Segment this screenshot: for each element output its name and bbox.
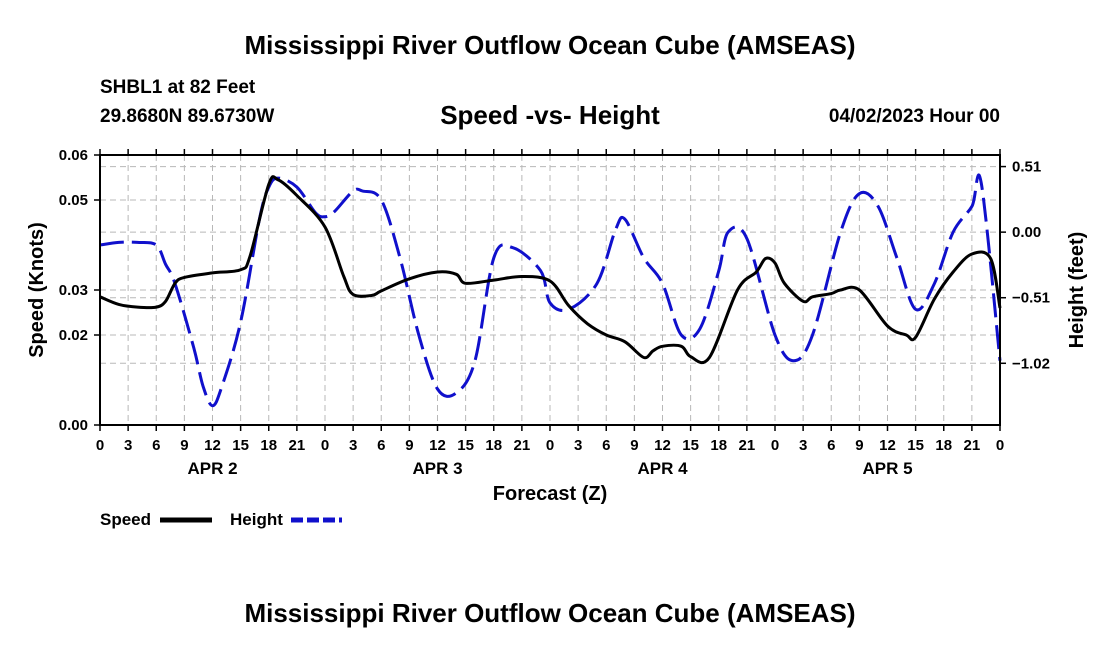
y-tick-label: 0.02	[59, 327, 88, 344]
x-tick-label: 18	[710, 437, 727, 454]
series-line-height	[99, 173, 1002, 408]
series-line-speed	[99, 175, 1002, 365]
x-tick-label: 0	[321, 437, 329, 454]
y2-tick-label: −0.51	[1012, 290, 1050, 307]
station-coordinates: 29.8680N 89.6730W	[100, 106, 275, 127]
x-tick-label: 6	[377, 437, 385, 454]
series-layer	[99, 173, 1002, 408]
x-tick-label: 21	[739, 437, 756, 454]
x-tick-label: 3	[349, 437, 357, 454]
x-day-label: APR 5	[862, 459, 912, 478]
x-tick-label: 12	[429, 437, 446, 454]
x-tick-label: 3	[799, 437, 807, 454]
x-tick-label: 0	[996, 437, 1004, 454]
y2-tick-label: −1.02	[1012, 355, 1050, 372]
y-tick-label: 0.03	[59, 282, 88, 299]
y-axis-label: Speed (Knots)	[26, 222, 48, 358]
x-day-label: APR 4	[637, 459, 688, 478]
chart-subtitle: Speed -vs- Height	[440, 100, 660, 130]
legend-speed-label: Speed	[100, 510, 151, 529]
x-tick-label: 12	[654, 437, 671, 454]
y2-tick-label: 0.51	[1012, 159, 1041, 176]
x-tick-label: 15	[232, 437, 249, 454]
x-tick-label: 15	[907, 437, 924, 454]
forecast-date: 04/02/2023 Hour 00	[828, 106, 1000, 127]
x-tick-label: 6	[602, 437, 610, 454]
x-tick-label: 21	[289, 437, 306, 454]
tick-layer: 0 3 6 9 12 15 18 21 0 3 6 9 12 15 18 21 0 3 6 9 12 15 18 21 0 3 6 9…	[59, 147, 1050, 478]
x-tick-label: 21	[964, 437, 981, 454]
y-tick-label: 0.05	[59, 192, 88, 209]
x-tick-label: 6	[152, 437, 160, 454]
x-tick-label: 0	[546, 437, 554, 454]
x-tick-label: 12	[879, 437, 896, 454]
y-tick-label: 0.00	[59, 417, 88, 434]
x-axis-label: Forecast (Z)	[493, 483, 607, 505]
x-tick-label: 18	[485, 437, 502, 454]
y2-tick-label: 0.00	[1012, 224, 1041, 241]
x-day-label: APR 3	[412, 459, 462, 478]
x-tick-label: 9	[630, 437, 638, 454]
x-tick-label: 15	[457, 437, 474, 454]
chart-main-title: Mississippi River Outflow Ocean Cube (AM…	[244, 30, 856, 60]
y2-axis-label: Height (feet)	[1066, 232, 1088, 349]
x-tick-label: 9	[405, 437, 413, 454]
bottom-title: Mississippi River Outflow Ocean Cube (AM…	[244, 598, 856, 628]
x-tick-label: 0	[771, 437, 779, 454]
x-tick-label: 21	[514, 437, 531, 454]
x-tick-label: 3	[124, 437, 132, 454]
x-tick-label: 0	[96, 437, 104, 454]
station-label: SHBL1 at 82 Feet	[100, 77, 256, 98]
grid-layer	[100, 155, 1000, 425]
x-tick-label: 18	[935, 437, 952, 454]
x-tick-label: 18	[260, 437, 277, 454]
x-tick-label: 6	[827, 437, 835, 454]
x-tick-label: 12	[204, 437, 221, 454]
x-day-label: APR 2	[187, 459, 237, 478]
x-tick-label: 9	[855, 437, 863, 454]
y-tick-label: 0.06	[59, 147, 88, 164]
x-tick-label: 3	[574, 437, 582, 454]
x-tick-label: 9	[180, 437, 188, 454]
legend: Speed Height	[100, 510, 342, 529]
x-tick-label: 15	[682, 437, 699, 454]
legend-height-label: Height	[230, 510, 283, 529]
